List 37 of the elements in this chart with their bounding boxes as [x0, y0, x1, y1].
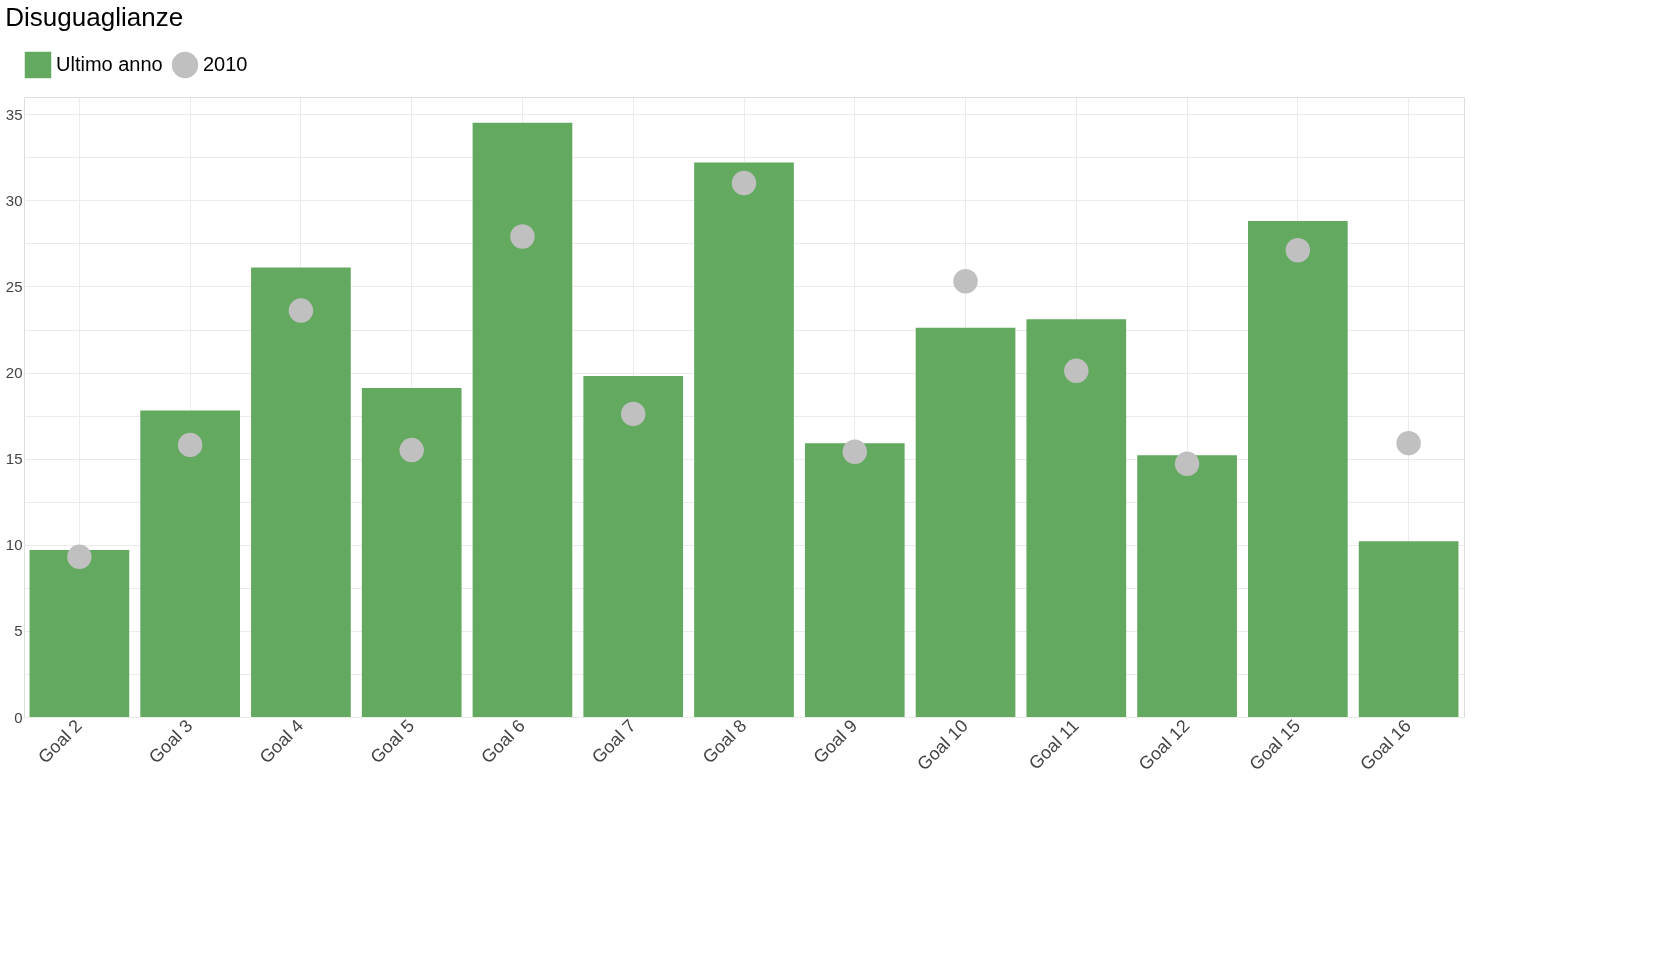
chart-title: Disuguaglianze — [5, 2, 184, 32]
y-tick-label: 30 — [5, 191, 23, 209]
point — [1174, 451, 1200, 477]
bar — [1248, 221, 1348, 717]
bar — [804, 443, 905, 717]
point — [1396, 430, 1421, 456]
point — [731, 170, 757, 196]
point — [288, 298, 314, 323]
bar — [915, 327, 1016, 717]
legend-label: 2010 — [203, 53, 248, 75]
y-tick-label: 0 — [14, 708, 23, 726]
point — [177, 432, 203, 458]
bar — [140, 410, 240, 717]
y-tick-label: 15 — [5, 450, 23, 468]
bar — [583, 376, 684, 717]
bar — [694, 162, 794, 717]
y-tick-label: 5 — [14, 622, 23, 640]
bar — [361, 388, 462, 717]
point — [399, 437, 424, 463]
point — [620, 401, 646, 427]
point — [1064, 358, 1089, 384]
bar — [472, 122, 573, 717]
bar — [29, 549, 130, 717]
point — [510, 224, 535, 249]
point — [842, 439, 868, 464]
point — [1285, 238, 1311, 263]
point — [67, 544, 92, 570]
point — [953, 269, 978, 294]
y-tick-label: 10 — [5, 536, 23, 554]
y-tick-label: 25 — [5, 277, 23, 295]
y-tick-label: 35 — [5, 105, 23, 123]
y-tick-label: 20 — [5, 364, 23, 382]
bar — [1026, 319, 1127, 717]
bar — [1358, 541, 1459, 717]
bar — [1137, 455, 1237, 717]
legend-label: Ultimo anno — [56, 53, 163, 75]
bar — [251, 267, 351, 717]
